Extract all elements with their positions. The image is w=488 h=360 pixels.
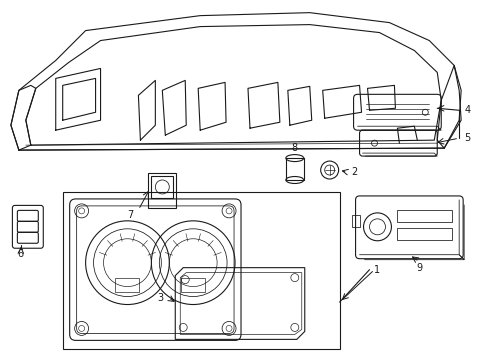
- Text: 6: 6: [18, 249, 24, 259]
- Bar: [285, 158, 303, 180]
- Bar: [115, 278, 139, 292]
- Text: 5: 5: [463, 133, 469, 143]
- Bar: [181, 278, 205, 292]
- Bar: [397, 228, 451, 240]
- Text: 2: 2: [351, 167, 357, 177]
- Text: 7: 7: [127, 210, 133, 220]
- Text: 3: 3: [157, 293, 163, 302]
- Bar: [62, 192, 339, 349]
- Bar: [151, 176, 173, 198]
- Text: 1: 1: [374, 265, 380, 275]
- Text: 8: 8: [291, 143, 297, 153]
- Bar: [351, 215, 359, 227]
- Text: 9: 9: [415, 263, 422, 273]
- Text: 4: 4: [463, 105, 469, 115]
- Bar: [397, 210, 451, 222]
- Bar: [148, 173, 176, 208]
